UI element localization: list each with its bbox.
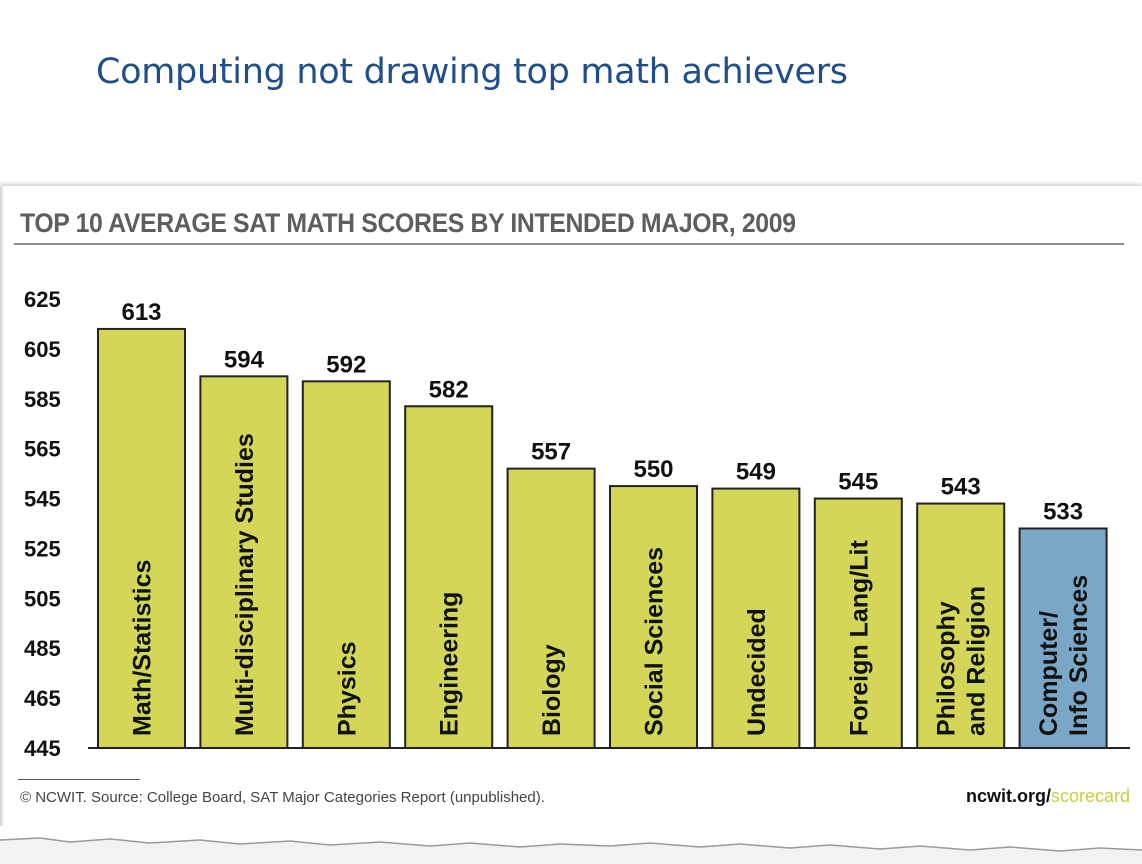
source-rule [18,779,140,780]
brand-url-main: ncwit.org/ [965,786,1051,806]
category-label-line: Biology [538,644,566,736]
bar-value-label: 592 [326,351,366,378]
category-label-line: Multi-disciplinary Studies [231,433,259,736]
bar [916,502,1006,749]
bar [609,485,698,749]
y-tick-label: 505 [24,586,61,611]
bar-value-label: 545 [838,469,878,496]
category-label: Physics [333,641,361,736]
category-label: Philosophy and Religion [933,586,991,736]
bar-value-label: 533 [1043,498,1083,525]
category-label: Foreign Lang/Lit [845,540,873,736]
y-tick-label: 525 [24,536,61,561]
category-label: Social Sciences [641,547,669,736]
y-tick-label: 585 [24,387,61,412]
category-label-line: Undecided [743,608,771,736]
y-tick-label: 445 [24,736,61,761]
bar [506,467,596,749]
bar [199,375,289,749]
category-label-line: Computer/ [1035,611,1063,736]
category-label-line: Philosophy [933,601,961,736]
category-label-line: Social Sciences [641,547,669,736]
bar-value-label: 543 [941,474,981,501]
category-label-line: and Religion [963,586,991,736]
bars [97,327,1108,749]
chart-title: TOP 10 AVERAGE SAT MATH SCORES BY INTEND… [20,208,796,238]
y-tick-label: 565 [24,437,61,462]
bar [404,405,494,749]
category-label: Engineering [436,592,464,736]
category-label: Biology [538,644,566,736]
category-label: Multi-disciplinary Studies [231,433,259,736]
torn-paper-edge [0,837,1142,864]
card-shadow-edge [0,186,4,826]
y-tick-label: 605 [24,337,61,362]
category-label-line: Info Sciences [1065,575,1093,736]
bar [813,497,903,749]
bar-value-label: 594 [224,346,265,373]
slide-title: Computing not drawing top math achievers [96,52,848,92]
y-axis-ticks: 445 465 485 505 525 545 565 585 605 625 [24,287,61,761]
value-labels: 613 594 592 582 557 550 549 545 543 533 [121,299,1083,526]
category-label-line: Engineering [436,592,464,736]
y-tick-label: 485 [24,636,61,661]
category-labels: Math/Statistics Multi-disciplinary Studie… [129,433,1094,736]
category-label: Computer/Info Sciences [1035,575,1093,736]
y-tick-label: 545 [24,487,61,512]
bar-value-label: 582 [429,376,469,403]
title-rule [14,243,1124,245]
bar-value-label: 613 [121,299,161,326]
category-label: Undecided [743,608,771,736]
brand-url: ncwit.org/scorecard [966,786,1130,807]
brand-url-accent: scorecard [1050,786,1130,806]
bar [301,380,391,749]
bar [711,487,801,749]
category-label: Math/Statistics [129,560,157,736]
category-label-line: Foreign Lang/Lit [845,540,873,736]
bar-value-label: 557 [531,439,571,466]
bar-value-label: 549 [736,459,776,486]
category-label-line: Math/Statistics [129,560,157,736]
bar [1018,527,1108,749]
y-tick-label: 465 [24,686,61,711]
bar-value-label: 550 [633,456,673,483]
source-note: © NCWIT. Source: College Board, SAT Majo… [20,789,545,806]
category-label-line: Physics [333,641,361,736]
y-tick-label: 625 [24,287,61,312]
